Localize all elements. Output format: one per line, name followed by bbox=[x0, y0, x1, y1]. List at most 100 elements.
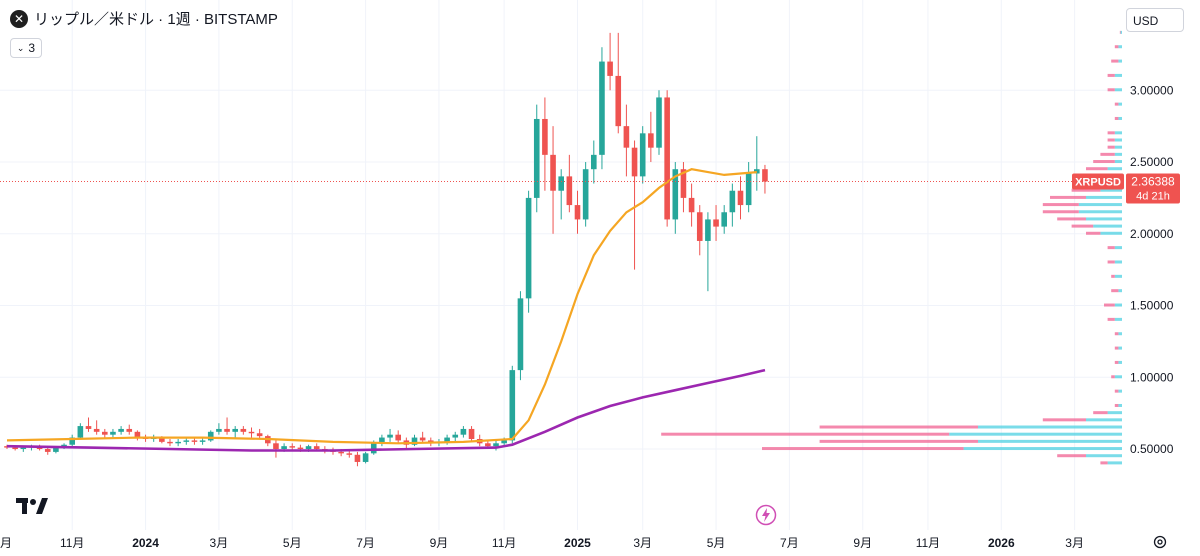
volume-profile-down-bar bbox=[1042, 418, 1086, 422]
candle-body bbox=[134, 431, 141, 438]
volume-profile-up-bar bbox=[1118, 332, 1122, 336]
currency-label: USD bbox=[1133, 14, 1159, 28]
volume-profile-up-bar bbox=[1114, 73, 1122, 77]
volume-profile-down-bar bbox=[1042, 203, 1079, 207]
time-axis-label: 2024 bbox=[132, 536, 159, 550]
candle bbox=[240, 426, 247, 435]
price-tag-countdown: 4d 21h bbox=[1136, 191, 1170, 203]
candle-body bbox=[248, 431, 255, 434]
volume-profile-up-bar bbox=[1107, 411, 1122, 415]
candle-body bbox=[256, 433, 263, 437]
volume-profile-up-bar bbox=[1086, 454, 1122, 458]
candle bbox=[729, 183, 736, 227]
volume-profile-up-bar bbox=[1114, 88, 1122, 92]
candle-body bbox=[395, 434, 401, 441]
candle-body bbox=[721, 212, 727, 227]
candle-body bbox=[550, 154, 556, 191]
candle-body bbox=[85, 426, 92, 429]
volume-profile-down-bar bbox=[661, 432, 950, 436]
candle bbox=[680, 162, 687, 213]
candle bbox=[566, 154, 573, 213]
volume-profile-up-bar bbox=[1086, 195, 1122, 199]
candle-body bbox=[281, 446, 287, 450]
volume-profile-down-bar bbox=[819, 425, 978, 429]
lightning-icon[interactable] bbox=[755, 504, 777, 531]
time-axis-label: 2026 bbox=[988, 536, 1015, 550]
candle-body bbox=[297, 447, 304, 450]
price-axis[interactable]: 0.50000 1.00000 1.50000 2.00000 2.50000 3.000… bbox=[1130, 83, 1174, 456]
candlestick-series bbox=[4, 32, 768, 467]
candle-body bbox=[509, 370, 516, 441]
candle bbox=[705, 212, 711, 292]
candle-body bbox=[53, 447, 59, 452]
candle bbox=[754, 136, 760, 191]
volume-profile-up-bar bbox=[1086, 418, 1122, 422]
time-axis-label: 9月 bbox=[430, 536, 449, 550]
candle bbox=[615, 32, 622, 134]
volume-profile-up-bar bbox=[1118, 346, 1122, 350]
candle-body bbox=[362, 453, 369, 462]
time-axis[interactable]: 月 11月 2024 3月 5月 7月 9月 11月 2025 3月 5月 7月 9月 11月 2026 3月 bbox=[0, 536, 1084, 550]
candle bbox=[248, 427, 255, 438]
candle-body bbox=[289, 446, 296, 448]
candle bbox=[216, 423, 222, 435]
candle bbox=[452, 431, 459, 442]
volume-profile-up-bar bbox=[978, 439, 1122, 443]
candle bbox=[607, 32, 613, 91]
candle-body bbox=[118, 428, 124, 432]
candle-body bbox=[305, 446, 312, 450]
gear-icon[interactable] bbox=[1152, 534, 1168, 555]
price-axis-label: 2.50000 bbox=[1130, 155, 1174, 169]
candle-body bbox=[159, 437, 165, 442]
price-axis-label: 2.00000 bbox=[1130, 227, 1174, 241]
volume-profile-up-bar bbox=[1078, 203, 1122, 207]
candle-body bbox=[754, 169, 760, 174]
tradingview-logo-icon[interactable] bbox=[16, 498, 48, 519]
time-axis-label: 11月 bbox=[916, 536, 940, 550]
candle bbox=[126, 424, 133, 435]
candle-body bbox=[705, 219, 711, 241]
volume-profile-up-bar bbox=[1114, 145, 1122, 149]
candle bbox=[207, 430, 214, 442]
volume-profile-up-bar bbox=[1114, 317, 1122, 321]
candle-body bbox=[468, 428, 475, 439]
volume-profile-down-bar bbox=[1086, 167, 1108, 171]
time-axis-label: 3月 bbox=[210, 536, 229, 550]
candle-body bbox=[745, 173, 752, 206]
candle bbox=[85, 417, 92, 432]
candle bbox=[672, 162, 679, 234]
volume-profile-down-bar bbox=[1107, 88, 1115, 92]
candle-body bbox=[44, 449, 51, 452]
volume-profile-down-bar bbox=[1107, 317, 1115, 321]
volume-profile-up-bar bbox=[1100, 188, 1122, 192]
symbol-tag-label: XRPUSD bbox=[1075, 177, 1121, 189]
candle-body bbox=[713, 219, 719, 227]
candle-body bbox=[648, 133, 654, 148]
volume-profile-down-bar bbox=[1111, 375, 1115, 379]
candle-body bbox=[411, 437, 418, 445]
candle bbox=[354, 451, 361, 467]
volume-profile-down-bar bbox=[1111, 274, 1115, 278]
candle bbox=[509, 365, 516, 444]
volume-profile-up-bar bbox=[1118, 360, 1122, 364]
volume-profile bbox=[661, 30, 1122, 465]
candle-body bbox=[207, 431, 214, 441]
candle bbox=[550, 126, 556, 234]
volume-profile-up-bar bbox=[1107, 167, 1122, 171]
price-axis-label: 1.00000 bbox=[1130, 370, 1174, 384]
volume-profile-up-bar bbox=[1118, 45, 1122, 49]
currency-selector[interactable]: USD bbox=[1126, 8, 1184, 32]
chart-header: ✕ リップル／米ドル · 1週 · BITSTAMP bbox=[10, 8, 278, 29]
candle-body bbox=[240, 428, 247, 432]
candle bbox=[517, 291, 524, 381]
candle bbox=[468, 426, 475, 442]
candle bbox=[574, 190, 581, 234]
indicators-toggle-button[interactable]: ⌄ 3 bbox=[10, 38, 42, 58]
candle-body bbox=[574, 205, 581, 220]
candle-body bbox=[664, 97, 670, 220]
candle-body bbox=[680, 169, 687, 198]
close-circle-icon[interactable]: ✕ bbox=[10, 9, 28, 28]
candle-body bbox=[639, 133, 646, 177]
volume-profile-down-bar bbox=[1107, 138, 1115, 142]
